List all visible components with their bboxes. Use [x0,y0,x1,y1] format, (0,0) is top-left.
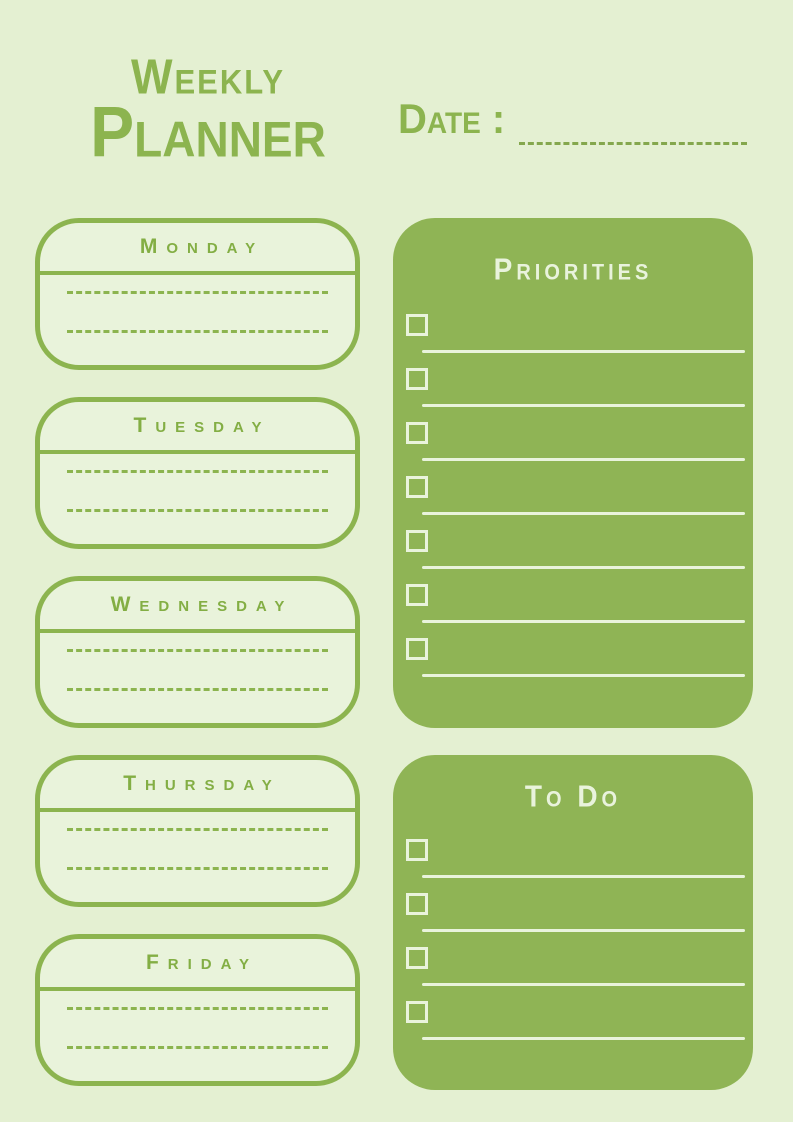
entry-line [422,512,745,515]
day-name-label: Friday [145,951,259,974]
date-label: Date : [398,96,506,143]
writing-line [67,291,328,294]
todo-title: To Do [524,778,622,813]
date-fill-line [519,142,747,145]
day-name-label: Tuesday [133,414,271,437]
priority-item-row [393,636,753,690]
checkbox-icon[interactable] [406,839,428,861]
writing-line [67,867,328,870]
checkbox-icon[interactable] [406,476,428,498]
writing-line [67,1007,328,1010]
day-card-tuesday: Tuesday [35,397,360,549]
day-card-monday: Monday [35,218,360,370]
writing-line [67,688,328,691]
priority-item-row [393,420,753,474]
todo-item-row [393,891,753,945]
entry-line [422,620,745,623]
day-card-header: Monday [40,223,355,275]
entry-line [422,983,745,986]
entry-line [422,458,745,461]
day-card-header: Tuesday [40,402,355,454]
priorities-rows [393,312,753,690]
writing-line [67,828,328,831]
writing-line [67,649,328,652]
todo-panel: To Do [393,755,753,1090]
entry-line [422,674,745,677]
day-card-friday: Friday [35,934,360,1086]
priority-item-row [393,528,753,582]
day-card-body [40,275,355,365]
entry-line [422,1037,745,1040]
day-card-wednesday: Wednesday [35,576,360,728]
entry-line [422,929,745,932]
priority-item-row [393,582,753,636]
day-card-body [40,454,355,544]
priority-item-row [393,312,753,366]
todo-item-row [393,837,753,891]
date-block: Date : [398,96,747,145]
entry-line [422,350,745,353]
priority-item-row [393,474,753,528]
checkbox-icon[interactable] [406,584,428,606]
checkbox-icon[interactable] [406,368,428,390]
writing-line [67,330,328,333]
day-card-body [40,991,355,1081]
day-card-thursday: Thursday [35,755,360,907]
main-content: Monday Tuesday Wednesday [35,218,753,1090]
day-card-header: Friday [40,939,355,991]
checkbox-icon[interactable] [406,530,428,552]
title-line-planner: Planner [90,91,326,172]
entry-line [422,404,745,407]
days-column: Monday Tuesday Wednesday [35,218,360,1090]
writing-line [67,509,328,512]
day-name-label: Wednesday [110,593,294,616]
todo-rows [393,837,753,1053]
day-card-body [40,633,355,723]
checkbox-icon[interactable] [406,422,428,444]
planner-title: Weekly Planner [58,49,358,167]
title-line-weekly: Weekly [130,49,286,105]
day-name-label: Monday [139,235,265,258]
writing-line [67,1046,328,1049]
checkbox-icon[interactable] [406,947,428,969]
entry-line [422,875,745,878]
todo-item-row [393,999,753,1053]
writing-line [67,470,328,473]
checkbox-icon[interactable] [406,638,428,660]
checkbox-icon[interactable] [406,893,428,915]
priorities-title: Priorities [493,251,653,286]
day-name-label: Thursday [123,772,281,795]
day-card-header: Thursday [40,760,355,812]
day-card-header: Wednesday [40,581,355,633]
day-card-body [40,812,355,902]
checkbox-icon[interactable] [406,1001,428,1023]
todo-item-row [393,945,753,999]
panels-column: Priorities [393,218,753,1090]
priority-item-row [393,366,753,420]
entry-line [422,566,745,569]
priorities-panel: Priorities [393,218,753,728]
checkbox-icon[interactable] [406,314,428,336]
